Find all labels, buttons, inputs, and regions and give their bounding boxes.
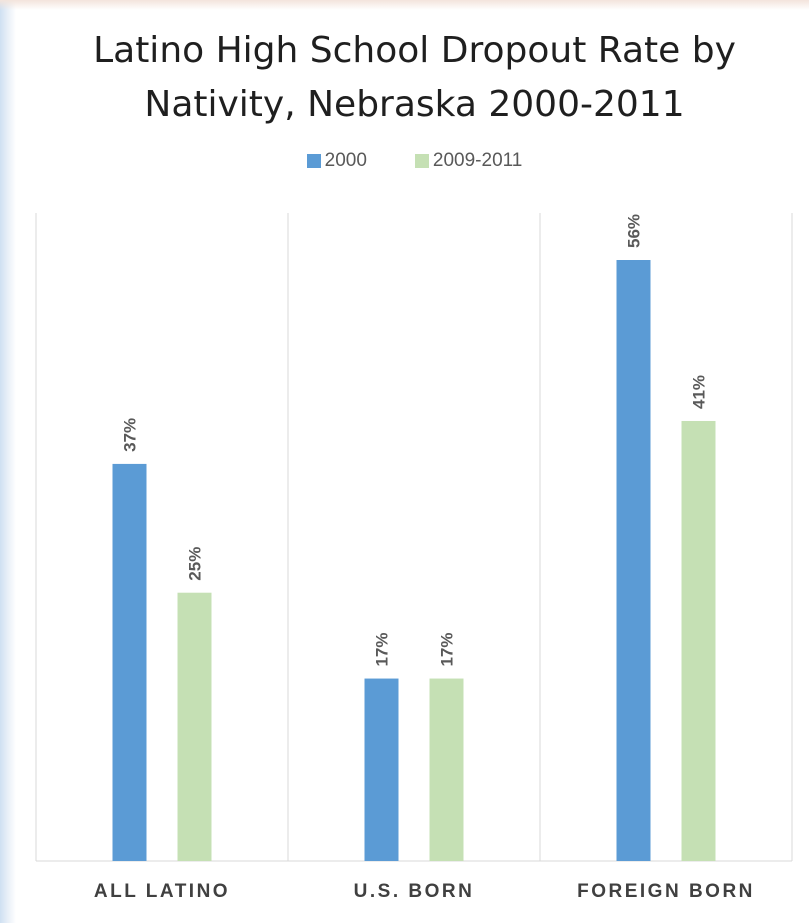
bar-2000-2 bbox=[616, 260, 651, 861]
legend-item-2009-2011: 2009-2011 bbox=[414, 150, 523, 172]
bar-2009-2011-2 bbox=[681, 420, 716, 861]
chart-legend: 2000 2009-2011 bbox=[0, 150, 809, 172]
data-label: 41% bbox=[690, 375, 709, 409]
bar-2009-2011-1 bbox=[429, 678, 464, 861]
category-label: ALL LATINO bbox=[94, 881, 230, 902]
chart-title: Latino High School Dropout Rate by Nativ… bbox=[20, 24, 809, 132]
legend-label-2000: 2000 bbox=[324, 150, 367, 171]
legend-swatch-2009-2011 bbox=[414, 154, 429, 168]
bar-2009-2011-0 bbox=[177, 592, 212, 861]
bar-2000-0 bbox=[112, 463, 147, 861]
chart-title-line2: Nativity, Nebraska 2000-2011 bbox=[144, 84, 685, 125]
legend-label-2009-2011: 2009-2011 bbox=[432, 150, 523, 171]
data-label: 25% bbox=[186, 547, 205, 581]
chart-title-line1: Latino High School Dropout Rate by bbox=[93, 30, 736, 71]
category-label: FOREIGN BORN bbox=[577, 881, 755, 902]
data-label: 17% bbox=[438, 633, 457, 667]
bar-2000-1 bbox=[364, 678, 399, 861]
data-label: 17% bbox=[373, 633, 392, 667]
legend-item-2000: 2000 bbox=[306, 150, 367, 172]
legend-swatch-2000 bbox=[306, 154, 321, 168]
data-label: 56% bbox=[625, 214, 644, 248]
data-label: 37% bbox=[121, 418, 140, 452]
category-label: U.S. BORN bbox=[354, 881, 475, 902]
